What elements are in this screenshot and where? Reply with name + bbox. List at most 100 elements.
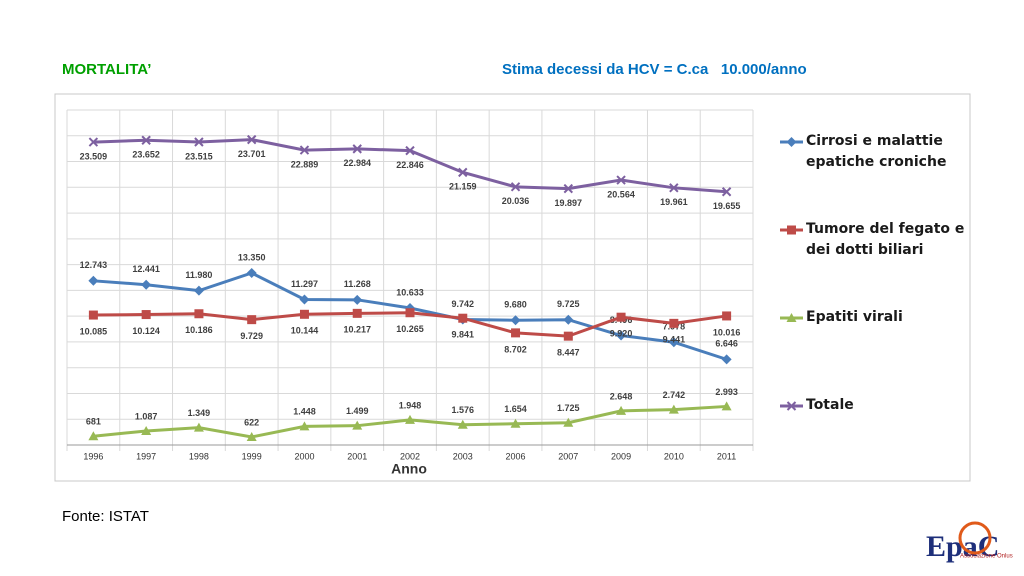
legend-entry: Epatiti virali: [806, 309, 903, 325]
marker: [405, 145, 415, 156]
x-tick-label: 2010: [664, 451, 684, 461]
marker: [563, 331, 573, 341]
data-label: 10.633: [396, 287, 424, 297]
data-label: 20.036: [502, 196, 530, 206]
marker: [141, 135, 151, 145]
marker: [246, 431, 257, 441]
marker: [563, 314, 574, 325]
marker: [616, 175, 626, 185]
marker: [88, 137, 99, 147]
marker: [721, 187, 732, 197]
marker: [246, 267, 257, 278]
x-tick-label: 2007: [558, 451, 578, 461]
marker: [194, 137, 204, 147]
slide-subtitle: Stima decessi da HCV = C.ca 10.000/anno: [502, 61, 807, 78]
marker: [193, 285, 204, 296]
legend-label: Epatiti virali: [806, 309, 903, 325]
marker: [299, 294, 310, 305]
data-label: 9.742: [452, 299, 475, 309]
x-tick-label: 2011: [717, 451, 736, 461]
marker: [511, 328, 521, 338]
marker: [669, 183, 679, 193]
x-tick-label: 2000: [294, 451, 314, 461]
marker: [352, 294, 363, 305]
data-label: 11.268: [344, 279, 371, 289]
marker: [563, 417, 574, 427]
marker: [669, 318, 679, 328]
data-label: 1.349: [188, 408, 211, 418]
data-label: 1.725: [557, 403, 580, 413]
data-label: 1.499: [346, 406, 369, 416]
data-label: 622: [244, 417, 259, 427]
marker: [299, 145, 310, 155]
data-label: 2.648: [610, 391, 633, 401]
marker: [722, 311, 732, 321]
x-tick-label: 1998: [189, 451, 209, 461]
slide-title: MORTALITA’: [62, 61, 151, 78]
x-tick-label: 1999: [242, 451, 262, 461]
marker: [247, 315, 257, 325]
marker: [352, 308, 362, 318]
marker: [141, 310, 151, 320]
marker: [458, 313, 468, 323]
data-label: 1.576: [452, 405, 475, 415]
logo-ring: [958, 521, 992, 555]
data-label: 23.509: [80, 151, 108, 161]
marker: [721, 401, 732, 411]
data-label: 11.980: [185, 270, 212, 280]
legend-entry: Tumore del fegato e dei dotti biliari: [806, 221, 965, 258]
marker: [786, 313, 797, 322]
data-label: 10.217: [343, 325, 371, 335]
data-label: 21.159: [449, 182, 477, 192]
data-label: 19.897: [555, 198, 583, 208]
marker: [510, 182, 521, 192]
data-label: 8.447: [557, 348, 580, 358]
marker: [458, 167, 468, 178]
x-tick-label: 1996: [83, 451, 103, 461]
marker: [193, 422, 204, 432]
marker: [246, 134, 257, 145]
marker: [352, 420, 363, 430]
data-label: 6.646: [715, 339, 738, 349]
marker: [299, 421, 310, 431]
data-label: 10.144: [291, 326, 319, 336]
data-label: 9.680: [504, 300, 527, 310]
x-tick-label: 2009: [611, 451, 631, 461]
data-label: 10.186: [185, 325, 213, 335]
data-label: 12.743: [80, 260, 108, 270]
marker: [786, 137, 797, 147]
data-label: 11.297: [291, 279, 318, 289]
data-label: 9.841: [452, 330, 475, 340]
x-tick-label: 2002: [400, 451, 420, 461]
marker: [616, 405, 627, 415]
data-label: 23.701: [238, 149, 266, 159]
marker: [510, 418, 521, 428]
data-label: 23.515: [185, 151, 213, 161]
marker: [510, 315, 521, 326]
data-label: 9.725: [557, 299, 580, 309]
marker: [787, 225, 796, 235]
data-label: 10.085: [80, 326, 108, 336]
data-label: 1.948: [399, 400, 422, 410]
data-label: 22.889: [291, 159, 319, 169]
data-label: 19.961: [660, 197, 688, 207]
data-label: 19.655: [713, 201, 741, 211]
marker: [563, 183, 574, 194]
marker: [141, 279, 152, 290]
data-label: 1.654: [504, 404, 527, 414]
marker: [88, 431, 99, 441]
legend-label: Totale: [806, 397, 854, 413]
marker: [141, 425, 152, 435]
data-label: 1.087: [135, 411, 158, 421]
marker: [194, 309, 204, 319]
data-label: 1.448: [293, 407, 316, 417]
data-label: 12.441: [132, 264, 160, 274]
x-tick-label: 1997: [136, 451, 156, 461]
data-label: 10.124: [132, 326, 160, 336]
marker: [88, 275, 99, 286]
marker: [721, 354, 732, 365]
legend-label: Tumore del fegato e dei dotti biliari: [806, 221, 965, 258]
legend-label: Cirrosi e malattie epatiche croniche: [806, 133, 947, 170]
data-label: 9.729: [240, 331, 263, 341]
